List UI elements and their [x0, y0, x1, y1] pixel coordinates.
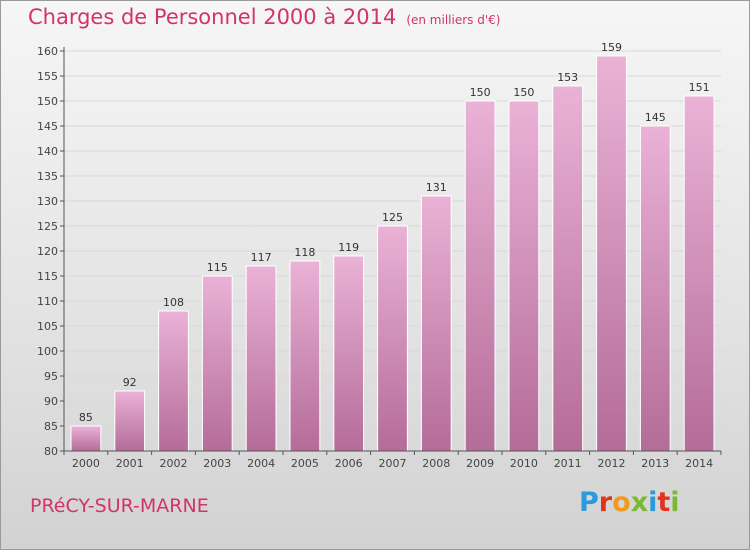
bar: [639, 125, 671, 452]
y-tick-label: 145: [37, 120, 58, 133]
data-label: 150: [470, 86, 491, 99]
data-label: 131: [426, 181, 447, 194]
y-tick-label: 80: [44, 445, 58, 458]
bar: [464, 100, 496, 452]
logo-letter: i: [648, 487, 658, 518]
x-tick-label: 2012: [598, 457, 626, 470]
data-label: 117: [251, 251, 272, 264]
x-tick-label: 2009: [466, 457, 494, 470]
x-tick-label: 2001: [116, 457, 144, 470]
bar: [333, 255, 365, 452]
data-label: 118: [294, 246, 315, 259]
bars: 85 92 108 115 117 118 119 125 131 150 150 153 159 145…: [70, 41, 715, 452]
x-tick-label: 2010: [510, 457, 538, 470]
data-label: 151: [689, 81, 710, 94]
x-tick-label: 2011: [554, 457, 582, 470]
bar: [420, 195, 452, 452]
bar: [596, 55, 627, 452]
y-tick-label: 100: [37, 345, 58, 358]
x-tick-label: 2004: [247, 457, 275, 470]
chart-unit: (en milliers d'€): [406, 13, 501, 27]
logo-letter: i: [670, 487, 680, 518]
y-tick-label: 125: [37, 220, 58, 233]
y-tick-label: 130: [37, 195, 58, 208]
data-label: 159: [601, 41, 622, 54]
data-label: 92: [123, 376, 137, 389]
chart-title-text: Charges de Personnel 2000 à 2014: [28, 5, 397, 29]
chart-title: Charges de Personnel 2000 à 2014 (en mill…: [28, 5, 500, 29]
y-tick-label: 85: [44, 420, 58, 433]
y-tick-label: 150: [37, 95, 58, 108]
y-tick-label: 135: [37, 170, 58, 183]
data-label: 85: [79, 411, 93, 424]
bar: [201, 275, 233, 452]
x-tick-label: 2007: [379, 457, 407, 470]
y-tick-label: 140: [37, 145, 58, 158]
x-tick-label: 2002: [160, 457, 188, 470]
logo-letter: t: [657, 487, 671, 518]
logo-letter: o: [612, 487, 631, 518]
y-tick-label: 90: [44, 395, 58, 408]
bar: [245, 265, 277, 452]
logo-letter: P: [579, 487, 599, 518]
bar: [289, 260, 321, 452]
data-label: 150: [513, 86, 534, 99]
x-tick-label: 2003: [203, 457, 231, 470]
y-tick-label: 120: [37, 245, 58, 258]
data-label: 108: [163, 296, 184, 309]
bar: [70, 425, 102, 452]
logo-letter: x: [630, 487, 649, 518]
proxiti-logo: Proxiti: [579, 487, 680, 518]
data-label: 125: [382, 211, 403, 224]
x-tick-label: 2005: [291, 457, 319, 470]
data-label: 145: [645, 111, 666, 124]
data-label: 115: [207, 261, 228, 274]
y-tick-label: 105: [37, 320, 58, 333]
y-tick-label: 160: [37, 45, 58, 58]
y-tick-label: 110: [37, 295, 58, 308]
data-label: 153: [557, 71, 578, 84]
x-tick-label: 2006: [335, 457, 363, 470]
bar: [158, 310, 189, 452]
x-tick-label: 2008: [422, 457, 450, 470]
data-label: 119: [338, 241, 359, 254]
bar: [114, 390, 146, 452]
y-tick-label: 115: [37, 270, 58, 283]
bar: [377, 225, 408, 452]
x-tick-label: 2000: [72, 457, 100, 470]
y-tick-label: 155: [37, 70, 58, 83]
logo-letter: r: [598, 487, 613, 518]
bar: [508, 100, 540, 452]
bar: [683, 95, 715, 452]
x-tick-label: 2014: [685, 457, 713, 470]
bar: [552, 85, 584, 452]
y-tick-label: 95: [44, 370, 58, 383]
commune-name: PRéCY-SUR-MARNE: [30, 495, 209, 517]
axes: 80 85 90 95 100 105 110 115 120 125 130 135 140 145 15…: [37, 45, 722, 470]
x-tick-label: 2013: [641, 457, 669, 470]
